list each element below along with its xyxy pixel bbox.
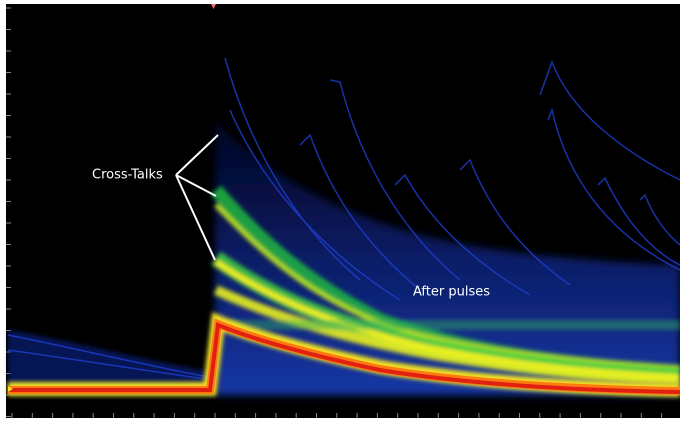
after-pulses-label: After pulses xyxy=(413,285,490,300)
signal-bands xyxy=(210,185,680,385)
annotation-lines xyxy=(175,134,219,261)
trigger-marker xyxy=(211,4,216,9)
main-trace xyxy=(8,312,680,397)
cross-talks-label: Cross-Talks xyxy=(92,168,163,183)
level-marker xyxy=(8,386,13,392)
